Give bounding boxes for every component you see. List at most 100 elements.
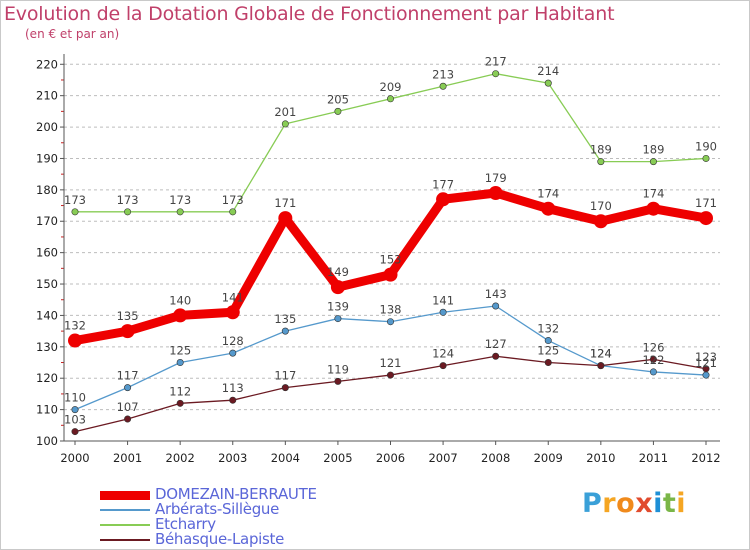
legend-item-domezain[interactable]: DOMEZAIN-BERRAUTE: [100, 485, 360, 503]
y-tick-label: 200: [36, 120, 58, 134]
data-label: 125: [537, 344, 559, 358]
data-point: [386, 95, 394, 103]
data-label: 119: [327, 362, 349, 376]
logo-letter: i: [676, 488, 687, 519]
legend-item-etcharry[interactable]: Etcharry: [100, 515, 360, 533]
logo-letter: r: [602, 488, 617, 519]
data-point: [173, 308, 188, 323]
data-label: 122: [642, 353, 664, 367]
x-tick-label: 2008: [481, 451, 510, 465]
legend-label: Arbérats-Sillègue: [155, 500, 280, 518]
data-point: [281, 327, 289, 335]
data-label: 213: [432, 67, 454, 81]
chart-subtitle: (en € et par an): [25, 27, 120, 41]
data-label: 190: [695, 139, 717, 153]
data-point: [649, 158, 657, 166]
legend-label: DOMEZAIN-BERRAUTE: [155, 485, 317, 503]
data-point: [176, 208, 184, 216]
data-point: [383, 267, 398, 282]
data-point: [281, 384, 289, 392]
data-point: [488, 185, 503, 200]
data-label: 132: [64, 319, 86, 333]
data-label: 128: [222, 334, 244, 348]
x-tick-label: 2002: [166, 451, 195, 465]
x-tick-label: 2006: [376, 451, 405, 465]
data-label: 132: [537, 322, 559, 336]
proxiti-logo: Proxiti: [582, 488, 686, 519]
y-tick-label: 140: [36, 308, 58, 322]
data-label: 107: [117, 400, 139, 414]
data-point: [492, 352, 500, 360]
series-lines: [68, 70, 713, 436]
logo-letter: x: [635, 488, 654, 519]
data-label: 124: [590, 347, 612, 361]
legend-item-behasque[interactable]: Béhasque-Lapiste: [100, 530, 360, 548]
logo-letter: t: [662, 488, 677, 519]
data-point: [597, 158, 605, 166]
x-tick-label: 2010: [586, 451, 615, 465]
data-label: 121: [380, 356, 402, 370]
data-point: [597, 362, 605, 370]
data-label: 113: [222, 381, 244, 395]
data-label: 117: [274, 369, 296, 383]
data-point: [702, 371, 710, 379]
data-label: 174: [642, 187, 664, 201]
legend-label: Béhasque-Lapiste: [155, 530, 285, 548]
data-point: [278, 211, 293, 226]
data-point: [71, 428, 79, 436]
data-point: [334, 377, 342, 385]
legend-swatch: [100, 490, 150, 500]
x-tick-label: 2000: [60, 451, 89, 465]
data-label: 205: [327, 92, 349, 106]
x-tick-label: 2011: [639, 451, 668, 465]
logo-letter: i: [653, 488, 663, 519]
data-label: 177: [432, 177, 454, 191]
data-label: 139: [327, 300, 349, 314]
data-point: [281, 120, 289, 128]
data-label: 126: [642, 340, 664, 354]
data-label: 153: [380, 253, 402, 267]
data-point: [330, 280, 345, 295]
data-point: [649, 355, 657, 363]
x-tick-label: 2001: [113, 451, 142, 465]
data-label: 173: [64, 193, 86, 207]
y-tick-label: 130: [36, 340, 58, 354]
data-label: 117: [117, 369, 139, 383]
legend-swatch: [100, 539, 150, 541]
data-label: 143: [485, 287, 507, 301]
data-point: [176, 359, 184, 367]
data-label: 123: [695, 350, 717, 364]
x-tick-label: 2009: [534, 451, 563, 465]
data-point: [649, 368, 657, 376]
x-tick-label: 2003: [218, 451, 247, 465]
data-label: 135: [117, 309, 139, 323]
data-label: 174: [537, 187, 559, 201]
data-point: [334, 315, 342, 323]
data-point: [120, 324, 135, 339]
y-tick-label: 110: [36, 403, 58, 417]
data-label: 125: [169, 344, 191, 358]
data-point: [334, 107, 342, 115]
logo-letter: o: [616, 488, 636, 519]
data-label: 138: [380, 303, 402, 317]
data-point: [702, 365, 710, 373]
data-point: [176, 399, 184, 407]
data-point: [71, 208, 79, 216]
legend-item-arberats[interactable]: Arbérats-Sillègue: [100, 500, 360, 518]
data-label: 103: [64, 413, 86, 427]
data-label: 179: [485, 171, 507, 185]
data-label: 170: [590, 199, 612, 213]
data-label: 127: [485, 337, 507, 351]
data-label: 121: [695, 356, 717, 370]
legend-swatch: [100, 524, 150, 526]
data-label: 149: [327, 265, 349, 279]
data-point: [702, 154, 710, 162]
data-point: [544, 79, 552, 87]
y-tick-label: 160: [36, 246, 58, 260]
axes: 100 110 120 130 140 150 160 170 180 190 200 210 220 2…: [36, 54, 721, 465]
data-point: [593, 214, 608, 229]
data-label: 173: [117, 193, 139, 207]
data-labels: 132 135 140 141 171 149 153 177 179 174 170 174 171 1…: [64, 55, 717, 427]
data-label: 217: [485, 55, 507, 69]
